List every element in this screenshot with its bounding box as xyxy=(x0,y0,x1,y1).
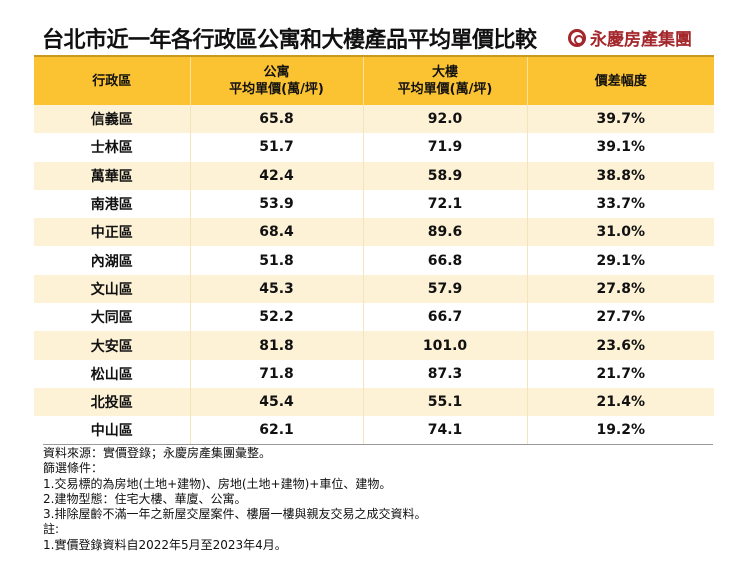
note-line: 註: xyxy=(43,522,60,537)
building-price-cell: 72.1 xyxy=(362,189,527,219)
price-gap-cell: 39.7% xyxy=(526,105,714,134)
district-cell: 萬華區 xyxy=(34,161,190,190)
price-gap-cell: 23.6% xyxy=(526,331,714,360)
district-cell: 大安區 xyxy=(34,331,190,360)
column-header: 行政區 xyxy=(34,55,190,105)
price-gap-cell: 31.0% xyxy=(526,218,714,247)
building-price-cell: 74.1 xyxy=(362,416,527,445)
table-row: 松山區 71.8 87.3 21.7% xyxy=(34,359,714,388)
table-row: 中山區 62.1 74.1 19.2% xyxy=(34,416,714,445)
apartment-price-cell: 71.8 xyxy=(189,359,363,388)
note-line: 1.實價登錄資料自2022年5月至2023年4月。 xyxy=(43,537,287,552)
note-line: 篩選條件： xyxy=(43,461,104,476)
building-price-cell: 89.6 xyxy=(362,218,527,247)
note-line: 資料來源：實價登錄；永慶房產集團彙整。 xyxy=(43,446,272,460)
column-header: 價差幅度 xyxy=(526,55,714,105)
district-cell: 中山區 xyxy=(34,416,190,445)
table-row: 南港區 53.9 72.1 33.7% xyxy=(34,189,714,219)
logo-icon xyxy=(568,28,586,47)
district-cell: 大同區 xyxy=(34,303,190,332)
price-gap-cell: 21.7% xyxy=(526,359,714,388)
apartment-price-cell: 62.1 xyxy=(189,416,363,445)
apartment-price-cell: 81.8 xyxy=(189,331,363,360)
district-cell: 信義區 xyxy=(34,105,190,134)
table-row: 文山區 45.3 57.9 27.8% xyxy=(34,274,714,304)
district-cell: 南港區 xyxy=(34,189,190,219)
column-header-text: 公寓 xyxy=(263,65,290,80)
apartment-price-cell: 53.9 xyxy=(189,189,363,219)
building-price-cell: 71.9 xyxy=(362,133,527,162)
price-gap-cell: 33.7% xyxy=(526,189,714,219)
table-row: 士林區 51.7 71.9 39.1% xyxy=(34,133,714,162)
building-price-cell: 66.8 xyxy=(362,246,527,275)
column-header-text: 平均單價(萬/坪) xyxy=(229,82,324,97)
apartment-price-cell: 42.4 xyxy=(189,161,363,190)
column-header-text: 行政區 xyxy=(92,73,132,89)
note-line: 2.建物型態：住宅大樓、華廈、公寓。 xyxy=(43,491,247,506)
apartment-price-cell: 45.3 xyxy=(189,274,363,304)
building-price-cell: 66.7 xyxy=(362,303,527,332)
table-row: 大安區 81.8 101.0 23.6% xyxy=(34,331,714,360)
table-row: 大同區 52.2 66.7 27.7% xyxy=(34,303,714,332)
building-price-cell: 57.9 xyxy=(362,274,527,304)
brand-logo: 永慶房產集團 xyxy=(568,25,692,50)
district-cell: 松山區 xyxy=(34,359,190,388)
column-header: 大樓平均單價(萬/坪) xyxy=(362,55,527,105)
table-row: 中正區 68.4 89.6 31.0% xyxy=(34,218,714,247)
column-header-text: 價差幅度 xyxy=(594,73,647,89)
building-price-cell: 101.0 xyxy=(362,331,527,360)
building-price-cell: 87.3 xyxy=(362,359,527,388)
price-gap-cell: 19.2% xyxy=(526,416,714,445)
price-comparison-table: 行政區 公寓 平均單價(萬/坪) 大樓 平均單價(萬/坪) 價差幅度 信義區 65.8 92.… xyxy=(34,55,714,445)
price-gap-cell: 29.1% xyxy=(526,246,714,275)
price-gap-cell: 27.8% xyxy=(526,274,714,304)
price-gap-cell: 21.4% xyxy=(526,387,714,417)
apartment-price-cell: 68.4 xyxy=(189,218,363,247)
table-header-row: 行政區 公寓 平均單價(萬/坪) 大樓 平均單價(萬/坪) 價差幅度 xyxy=(34,55,714,105)
apartment-price-cell: 45.4 xyxy=(189,387,363,417)
note-line: 1.交易標的為房地(土地+建物)、房地(土地+建物)+車位、建物。 xyxy=(43,476,392,491)
table-row: 內湖區 51.8 66.8 29.1% xyxy=(34,246,714,275)
price-gap-cell: 27.7% xyxy=(526,303,714,332)
district-cell: 內湖區 xyxy=(34,246,190,275)
column-header: 公寓平均單價(萬/坪) xyxy=(189,55,363,105)
apartment-price-cell: 51.8 xyxy=(189,246,363,275)
price-gap-cell: 39.1% xyxy=(526,133,714,162)
district-cell: 文山區 xyxy=(34,274,190,304)
building-price-cell: 92.0 xyxy=(362,105,527,134)
note-line: 3.排除屋齡不滿一年之新屋交屋案件、樓層一樓與親友交易之成交資料。 xyxy=(43,507,427,522)
district-cell: 中正區 xyxy=(34,218,190,247)
apartment-price-cell: 52.2 xyxy=(189,303,363,332)
column-header-text: 平均單價(萬/坪) xyxy=(397,82,493,97)
district-cell: 士林區 xyxy=(34,133,190,162)
building-price-cell: 55.1 xyxy=(362,387,527,417)
price-gap-cell: 38.8% xyxy=(526,161,714,190)
column-header-text: 大樓 xyxy=(431,65,458,80)
page-title: 台北市近一年各行政區公寓和大樓產品平均單價比較 xyxy=(42,28,537,53)
apartment-price-cell: 65.8 xyxy=(189,105,363,134)
footnotes: 資料來源：實價登錄；永慶房產集團彙整。 篩選條件： 1.交易標的為房地(土地+建物)… xyxy=(43,444,713,553)
district-cell: 北投區 xyxy=(34,387,190,417)
logo-text: 永慶房產集團 xyxy=(590,30,692,50)
table-row: 北投區 45.4 55.1 21.4% xyxy=(34,387,714,417)
building-price-cell: 58.9 xyxy=(362,161,527,190)
table-row: 萬華區 42.4 58.9 38.8% xyxy=(34,161,714,190)
table-row: 信義區 65.8 92.0 39.7% xyxy=(34,105,714,134)
apartment-price-cell: 51.7 xyxy=(189,133,363,162)
